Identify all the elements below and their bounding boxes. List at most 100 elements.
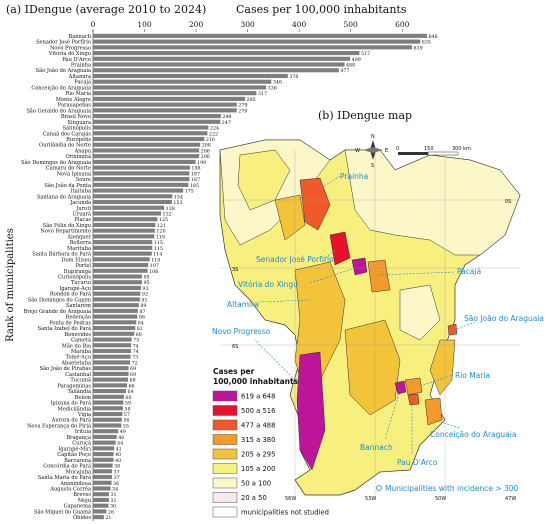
bar <box>93 154 200 159</box>
value-label: 68 <box>130 378 136 384</box>
value-label: 55 <box>123 423 129 429</box>
value-label: 378 <box>289 74 298 80</box>
value-label: 95 <box>143 280 149 286</box>
legend-swatch <box>212 405 238 416</box>
category-label: Itupiranga <box>64 269 91 275</box>
legend-title: 100,000 inhabitants <box>213 377 299 386</box>
value-label: 635 <box>422 40 431 46</box>
bar <box>93 331 135 336</box>
legend-label: 477 a 488 <box>241 422 275 430</box>
legend-label: 619 a 648 <box>241 393 275 401</box>
category-label: Placas <box>74 217 91 223</box>
bar <box>93 91 257 96</box>
bar <box>93 182 189 187</box>
x-tick-label: 600 <box>395 20 410 29</box>
legend-label: municipalities not studied <box>241 509 329 517</box>
category-label: Canaã dos Carajás <box>43 130 91 137</box>
bar <box>93 440 116 445</box>
bar <box>93 429 119 434</box>
legend-label: 20 a 50 <box>241 494 267 502</box>
category-label: São Félix do Xingu <box>43 222 92 229</box>
bar <box>93 469 113 474</box>
value-label: 40 <box>115 458 121 464</box>
scale-segment <box>398 152 428 155</box>
x-axis-ticks: 0 100 200 300 400 500 600 <box>91 20 410 32</box>
value-label: 46 <box>118 435 124 441</box>
category-label: Santa Maria do Pará <box>38 474 91 481</box>
category-label: Xinguara <box>67 120 91 126</box>
category-label: Prainha <box>71 63 91 69</box>
callout-line <box>309 267 356 284</box>
category-label: Capitão Poço <box>57 451 91 458</box>
bar <box>93 205 165 210</box>
category-label: Salinópolis <box>63 125 92 132</box>
value-label: 132 <box>163 211 172 217</box>
value-label: 26 <box>108 509 114 515</box>
category-label: São Domingos do Capim <box>28 296 91 303</box>
bar-chart-title: (a) IDengue (average 2010 to 2024) <box>6 3 206 16</box>
value-label: 41 <box>116 446 122 452</box>
callout-line <box>377 271 456 276</box>
category-label: Breves <box>73 492 91 498</box>
lat-label: 0S <box>505 199 511 205</box>
scale-label: 150 <box>424 146 434 152</box>
callout-line <box>419 374 454 387</box>
bar <box>93 389 126 394</box>
value-label: 279 <box>238 103 247 109</box>
legend-label: 315 a 380 <box>241 436 275 444</box>
value-label: 72 <box>132 360 138 366</box>
bar <box>93 366 129 371</box>
bar <box>93 308 138 313</box>
category-label: Igarapé-Miri <box>58 445 91 452</box>
bar <box>93 234 155 239</box>
legend-swatch <box>212 434 238 445</box>
bar <box>93 417 122 422</box>
callouts: Prainha Senador José Porfírio Vitória do… <box>212 172 544 467</box>
value-label: 185 <box>190 183 199 189</box>
legend-swatch <box>212 463 238 474</box>
value-label: 279 <box>238 108 247 114</box>
value-label: 66 <box>129 383 135 389</box>
category-label: Dom Eliseu <box>62 257 92 263</box>
bar <box>93 503 109 508</box>
bar <box>93 297 140 302</box>
bar <box>93 228 155 233</box>
bar <box>93 377 129 382</box>
legend-swatch <box>212 419 238 431</box>
compass-s: S <box>371 163 374 169</box>
category-label: Igarapé-Açu <box>59 285 91 292</box>
bar <box>93 211 162 216</box>
map-pau-darco <box>407 393 420 406</box>
category-label: Ipixuna do Pará <box>50 400 91 407</box>
bar <box>93 68 339 73</box>
value-label: 30 <box>110 504 116 510</box>
bar <box>93 159 196 164</box>
category-label: Nova Esperança do Piriá <box>27 422 91 429</box>
callout-senador: Senador José Porfírio <box>256 255 334 264</box>
bar <box>93 85 267 90</box>
value-label: 92 <box>142 292 148 298</box>
compass-w: W <box>355 148 360 154</box>
bar <box>93 171 190 176</box>
callout-prainha: Prainha <box>340 172 368 181</box>
category-label: Ourilândia do Norte <box>39 142 91 149</box>
category-label: Itaituba <box>71 189 91 195</box>
value-label: 44 <box>117 441 123 447</box>
bar <box>93 148 200 153</box>
bar <box>93 217 158 222</box>
bar <box>93 492 109 497</box>
bar <box>93 50 360 56</box>
category-label: Marituba <box>67 246 91 252</box>
compass-rose: N S E W <box>355 134 388 169</box>
bar <box>93 177 190 182</box>
category-label: Altamira <box>68 74 91 80</box>
bar <box>93 114 221 119</box>
value-label: 222 <box>209 131 218 137</box>
value-label: 73 <box>132 355 138 361</box>
value-label: 87 <box>139 309 145 315</box>
category-label: Monte Alegre <box>56 97 91 103</box>
callout-rio-maria: Rio Maria <box>455 371 490 380</box>
value-label: 648 <box>428 34 437 40</box>
value-label: 82 <box>137 326 143 332</box>
legend-label: 50 a 100 <box>241 480 271 488</box>
